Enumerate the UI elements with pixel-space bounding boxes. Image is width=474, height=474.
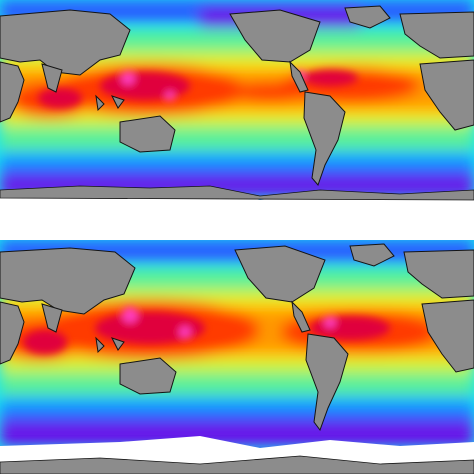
antarctic-land [0,455,474,474]
land-masses [0,5,474,186]
map-panel-bottom [0,240,474,474]
map-panel-top [0,0,474,226]
sst-hotspots [23,307,390,354]
land-masses [0,243,474,432]
panel-divider [0,226,474,240]
antarctic-land [0,185,474,201]
sst-hotspots [38,70,358,108]
